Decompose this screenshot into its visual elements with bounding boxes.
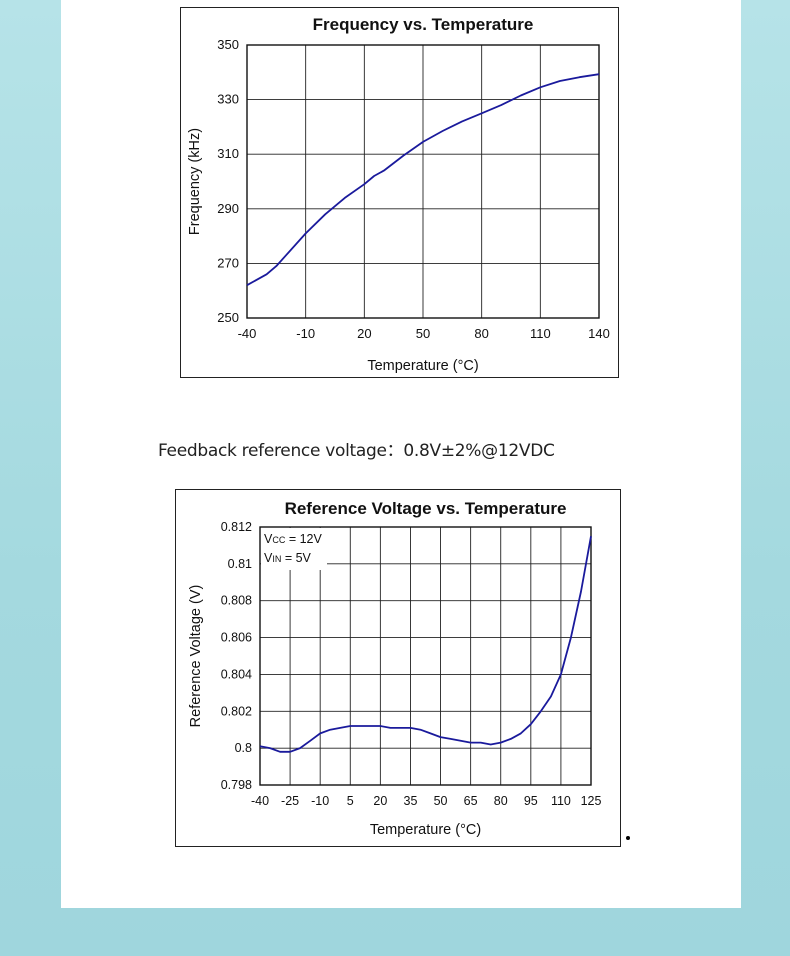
y-tick-label: 270 <box>217 255 239 270</box>
annotation-text: VIN = 5V <box>264 551 312 565</box>
annotation-text: VCC = 12V <box>264 532 322 546</box>
y-tick-label: 0.806 <box>221 631 252 645</box>
x-tick-label: 35 <box>404 794 418 808</box>
x-tick-label: -40 <box>238 326 257 341</box>
plot-frame <box>246 44 600 319</box>
period-dot <box>626 836 630 840</box>
y-tick-label: 0.81 <box>228 557 252 571</box>
x-tick-label: 140 <box>588 326 610 341</box>
y-tick-label: 0.812 <box>221 520 252 534</box>
x-tick-label: 50 <box>434 794 448 808</box>
x-tick-label: 80 <box>494 794 508 808</box>
x-tick-label: 20 <box>373 794 387 808</box>
y-tick-label: 350 <box>217 37 239 52</box>
chart-title: Reference Voltage vs. Temperature <box>285 499 567 518</box>
reference-voltage-chart: Reference Voltage vs. Temperature VCC = 1… <box>175 489 621 847</box>
annotation-box <box>261 528 327 570</box>
x-tick-label: 80 <box>474 326 488 341</box>
chart-title: Frequency vs. Temperature <box>313 15 534 34</box>
x-tick-label: -10 <box>296 326 315 341</box>
y-tick-label: 0.802 <box>221 704 252 718</box>
x-tick-label: 65 <box>464 794 478 808</box>
y-tick-label: 250 <box>217 310 239 325</box>
x-tick-label: 110 <box>551 794 571 808</box>
y-tick-label: 290 <box>217 201 239 216</box>
feedback-voltage-caption: Feedback reference voltage：0.8V±2%@12VDC <box>158 441 555 461</box>
x-tick-label: -10 <box>311 794 329 808</box>
series-line <box>246 73 600 286</box>
y-tick-label: 330 <box>217 92 239 107</box>
y-tick-label: 310 <box>217 146 239 161</box>
x-tick-label: 110 <box>530 326 551 341</box>
x-tick-label: -25 <box>281 794 299 808</box>
x-tick-label: 50 <box>416 326 430 341</box>
x-tick-label: -40 <box>251 794 269 808</box>
x-tick-label: 20 <box>357 326 371 341</box>
y-tick-label: 0.8 <box>235 741 252 755</box>
frequency-chart: Frequency vs. Temperature -40 -10 20 50 80 110… <box>180 7 619 378</box>
plot-frame <box>259 526 592 786</box>
x-tick-label: 125 <box>581 794 602 808</box>
y-tick-label: 0.808 <box>221 594 252 608</box>
reference-voltage-chart-svg: Reference Voltage vs. Temperature VCC = 1… <box>188 499 602 838</box>
x-axis-label: Temperature (°C) <box>370 822 481 838</box>
frequency-chart-svg: Frequency vs. Temperature -40 -10 20 50 80 110… <box>187 15 610 374</box>
x-axis-label: Temperature (°C) <box>367 358 478 374</box>
y-tick-label: 0.804 <box>221 667 252 681</box>
y-tick-label: 0.798 <box>221 778 252 792</box>
x-tick-label: 5 <box>347 794 354 808</box>
y-axis-label: Frequency (kHz) <box>187 128 203 235</box>
x-tick-label: 95 <box>524 794 538 808</box>
y-axis-label: Reference Voltage (V) <box>188 585 204 728</box>
series-line <box>259 536 592 753</box>
